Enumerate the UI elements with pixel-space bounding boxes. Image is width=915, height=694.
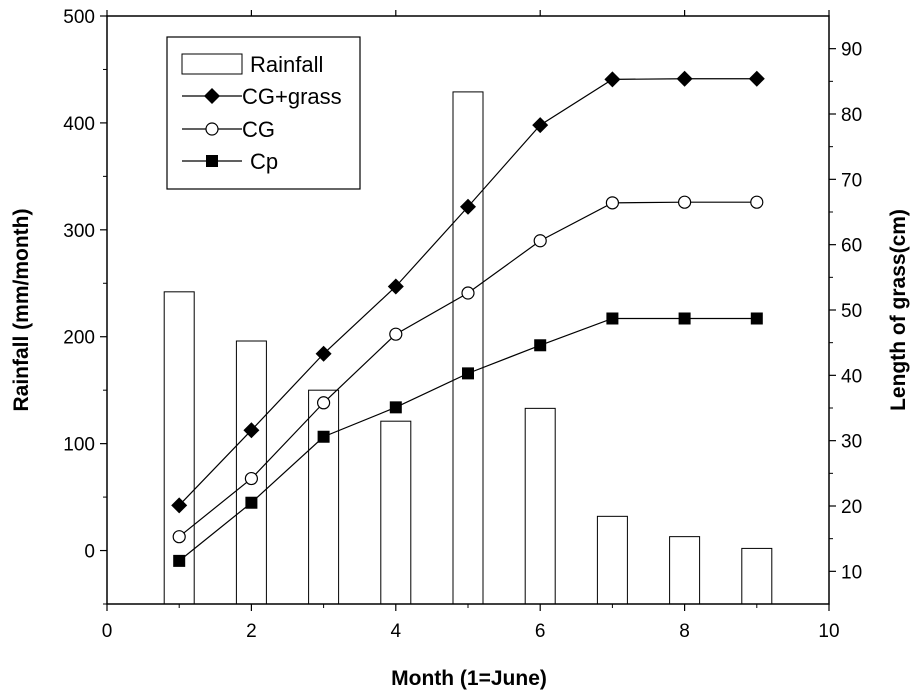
rainfall-bar — [308, 389, 340, 605]
point-cg-grass — [748, 70, 765, 87]
point-cg-grass — [604, 71, 621, 88]
y-right-tick-label: 90 — [841, 40, 862, 61]
x-axis-title: Month (1=June) — [391, 667, 547, 690]
y-right-tick-label: 80 — [841, 105, 862, 126]
point-cp — [750, 312, 763, 325]
point-cp — [245, 496, 258, 509]
y-left-tick-label: 0 — [84, 542, 95, 563]
y-right-tick-label: 10 — [841, 562, 862, 583]
legend-label-cg: CG — [242, 117, 275, 142]
x-tick-label: 0 — [102, 621, 113, 642]
y-right-tick-label: 70 — [841, 170, 862, 191]
point-cg — [750, 195, 764, 209]
y-right-tick-label: 30 — [841, 432, 862, 453]
point-cp — [678, 312, 691, 325]
legend-marker-cp — [206, 155, 218, 167]
axis-ticks: 0 2 4 6 8 10010020030040050010203040506070809… — [63, 7, 862, 642]
rainfall-bar — [596, 515, 628, 605]
point-cg-grass — [243, 422, 260, 439]
rainfall-bar — [163, 291, 195, 605]
point-cg-grass — [676, 70, 693, 87]
legend-marker-cg-grass — [204, 88, 220, 104]
y-right-tick-label: 40 — [841, 366, 862, 387]
point-cg-grass — [315, 345, 332, 362]
rainfall-bar — [452, 91, 484, 605]
legend: Rainfall CG+grass CG Cp — [166, 36, 361, 190]
rainfall-bar — [380, 420, 412, 605]
legend-label-rainfall: Rainfall — [250, 52, 323, 77]
point-cp — [317, 430, 330, 443]
x-tick-label: 2 — [246, 621, 257, 642]
x-tick-label: 10 — [818, 621, 839, 642]
point-cg — [389, 327, 403, 341]
point-cp — [173, 554, 186, 567]
y-right-tick-label: 60 — [841, 236, 862, 257]
legend-label-cp: Cp — [250, 149, 278, 174]
point-cg — [172, 530, 186, 544]
point-cg — [605, 196, 620, 210]
grass-length-lines — [171, 70, 765, 567]
x-tick-label: 8 — [679, 621, 690, 642]
point-cp — [389, 401, 402, 414]
rainfall-bar — [524, 407, 556, 605]
rainfall-bars — [163, 91, 773, 605]
rainfall-bar — [669, 536, 701, 605]
y-right-tick-label: 50 — [841, 301, 862, 322]
y-left-tick-label: 300 — [63, 221, 95, 242]
point-cg-grass — [460, 198, 476, 215]
point-cp — [462, 367, 474, 380]
point-cg — [461, 286, 475, 300]
point-cg-grass — [171, 497, 188, 514]
point-cg-grass — [532, 117, 549, 134]
point-cp — [534, 339, 547, 352]
y-axis-left-title: Rainfall (mm/month) — [10, 209, 33, 412]
legend-rainfall-swatch — [181, 53, 243, 75]
point-cg — [317, 396, 331, 410]
legend-marker-cg — [205, 122, 219, 136]
x-tick-label: 4 — [391, 621, 402, 642]
point-cg — [677, 195, 692, 209]
point-cg — [533, 234, 547, 248]
y-right-tick-label: 20 — [841, 497, 862, 518]
point-cg-grass — [387, 278, 404, 295]
y-left-tick-label: 400 — [63, 114, 95, 135]
y-left-tick-label: 500 — [63, 7, 95, 28]
y-left-tick-label: 100 — [63, 435, 95, 456]
x-tick-label: 6 — [535, 621, 546, 642]
point-cp — [606, 312, 619, 325]
y-left-tick-label: 200 — [63, 328, 95, 349]
point-cg — [244, 471, 258, 486]
y-axis-right-title: Length of grass(cm) — [887, 209, 910, 411]
legend-label-cg-grass: CG+grass — [242, 84, 342, 109]
rainfall-bar — [741, 547, 773, 605]
